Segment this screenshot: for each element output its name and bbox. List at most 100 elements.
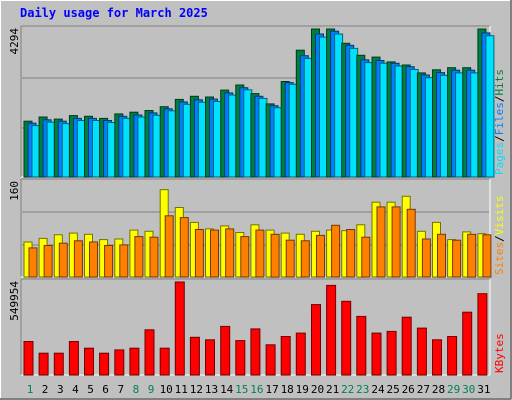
legend-pages: Pages (493, 142, 506, 175)
y-max-label: 4294 (8, 28, 21, 55)
bar-sites-day-19 (300, 240, 310, 278)
x-label-day-6: 6 (102, 383, 109, 396)
bar-sites-day-5 (89, 241, 98, 278)
bar-kbytes-day-22 (341, 300, 352, 376)
bar-kbytes-day-17 (265, 344, 276, 376)
bar-kbytes-day-13 (205, 339, 215, 376)
bar-kbytes-day-16 (250, 328, 261, 376)
bar-kbytes-day-4 (68, 341, 79, 376)
bar-sites-day-20 (316, 234, 325, 278)
x-label-day-8: 8 (133, 383, 140, 396)
x-label-day-7: 7 (117, 383, 124, 396)
x-label-day-3: 3 (57, 383, 64, 396)
bar-kbytes-day-21 (326, 284, 337, 376)
x-label-day-24: 24 (371, 383, 385, 396)
bar-kbytes-day-9 (144, 329, 155, 376)
bar-kbytes-day-25 (386, 330, 397, 376)
bar-sites-day-16 (255, 229, 265, 278)
x-label-day-31: 31 (477, 383, 490, 396)
bar-sites-day-28 (437, 233, 446, 278)
x-label-day-29: 29 (447, 383, 460, 396)
y-max-label: 549954 (8, 281, 21, 321)
x-label-day-9: 9 (148, 383, 155, 396)
bar-sites-day-12 (194, 229, 204, 278)
x-label-day-4: 4 (72, 383, 79, 396)
bar-kbytes-day-8 (129, 347, 140, 376)
bar-kbytes-day-27 (416, 327, 427, 376)
legend-hits-files-pages: Pages/Files/Hits (493, 69, 506, 175)
bar-kbytes-day-2 (38, 352, 49, 376)
legend-kbytes: KBytes (493, 333, 506, 373)
x-label-day-11: 11 (175, 383, 188, 396)
panel-visits-sites: 160 Sites/Visits (8, 178, 506, 278)
y-max-label: 160 (8, 181, 21, 201)
bar-sites-day-4 (73, 240, 83, 278)
x-label-day-30: 30 (462, 383, 475, 396)
bar-kbytes-day-15 (235, 340, 246, 376)
x-label-day-14: 14 (220, 383, 234, 396)
bar-sites-day-7 (119, 244, 129, 278)
bar-kbytes-day-1 (23, 341, 34, 376)
bar-sites-day-8 (134, 236, 144, 278)
bar-sites-day-15 (240, 236, 250, 278)
bar-sites-day-9 (149, 236, 159, 278)
x-label-day-12: 12 (190, 383, 203, 396)
x-label-day-21: 21 (326, 383, 339, 396)
x-label-day-5: 5 (87, 383, 94, 396)
bar-sites-day-13 (210, 229, 219, 278)
bar-kbytes-day-6 (99, 352, 110, 376)
bar-kbytes-day-5 (84, 347, 94, 376)
legend-sites: Sites (493, 242, 506, 275)
bar-sites-day-21 (331, 224, 341, 278)
x-label-day-2: 2 (42, 383, 49, 396)
bar-sites-day-25 (391, 206, 401, 278)
legend-visits-sites: Sites/Visits (493, 196, 506, 276)
bar-kbytes-day-28 (432, 339, 442, 376)
bar-kbytes-day-7 (114, 349, 125, 376)
bar-sites-day-22 (346, 229, 356, 278)
bar-kbytes-day-18 (280, 336, 291, 376)
legend-files: Files (493, 102, 506, 135)
panel-hits-files-pages: 4294 Pages/Files/Hits (8, 25, 506, 178)
x-label-day-16: 16 (250, 383, 263, 396)
x-label-day-22: 22 (341, 383, 354, 396)
bar-sites-day-17 (270, 233, 280, 278)
bar-sites-day-1 (28, 247, 38, 278)
x-label-day-19: 19 (296, 383, 309, 396)
bar-kbytes-day-30 (462, 311, 473, 376)
x-label-day-13: 13 (205, 383, 218, 396)
bar-sites-day-3 (58, 242, 68, 278)
bar-kbytes-day-11 (174, 281, 185, 376)
bar-kbytes-day-29 (447, 336, 458, 376)
x-label-day-20: 20 (311, 383, 324, 396)
x-label-day-17: 17 (265, 383, 278, 396)
x-label-day-26: 26 (402, 383, 415, 396)
x-label-day-23: 23 (356, 383, 369, 396)
legend-separator: / (493, 235, 506, 242)
legend-visits: Visits (493, 196, 506, 236)
bar-kbytes-day-3 (53, 352, 64, 376)
legend-kbytes: KBytes (493, 333, 506, 373)
bar-kbytes-day-10 (159, 347, 170, 376)
bar-sites-day-30 (467, 233, 477, 278)
bar-sites-day-6 (104, 245, 114, 278)
bar-sites-day-24 (376, 206, 386, 278)
x-label-day-28: 28 (432, 383, 445, 396)
x-label-day-1: 1 (27, 383, 34, 396)
bar-sites-day-26 (406, 208, 416, 278)
bar-kbytes-day-20 (311, 304, 321, 376)
x-label-day-25: 25 (386, 383, 399, 396)
bar-sites-day-29 (452, 239, 462, 278)
bar-kbytes-day-23 (356, 315, 367, 376)
legend-separator: / (493, 135, 506, 142)
bar-pages-day-31 (485, 35, 495, 178)
x-label-day-10: 10 (160, 383, 173, 396)
x-label-day-18: 18 (281, 383, 294, 396)
bar-sites-day-2 (43, 245, 53, 278)
bar-sites-day-10 (164, 215, 174, 278)
x-label-day-15: 15 (235, 383, 248, 396)
bar-sites-day-23 (361, 236, 371, 278)
chart-title: Daily usage for March 2025 (20, 6, 208, 20)
bar-sites-day-31 (482, 234, 492, 278)
